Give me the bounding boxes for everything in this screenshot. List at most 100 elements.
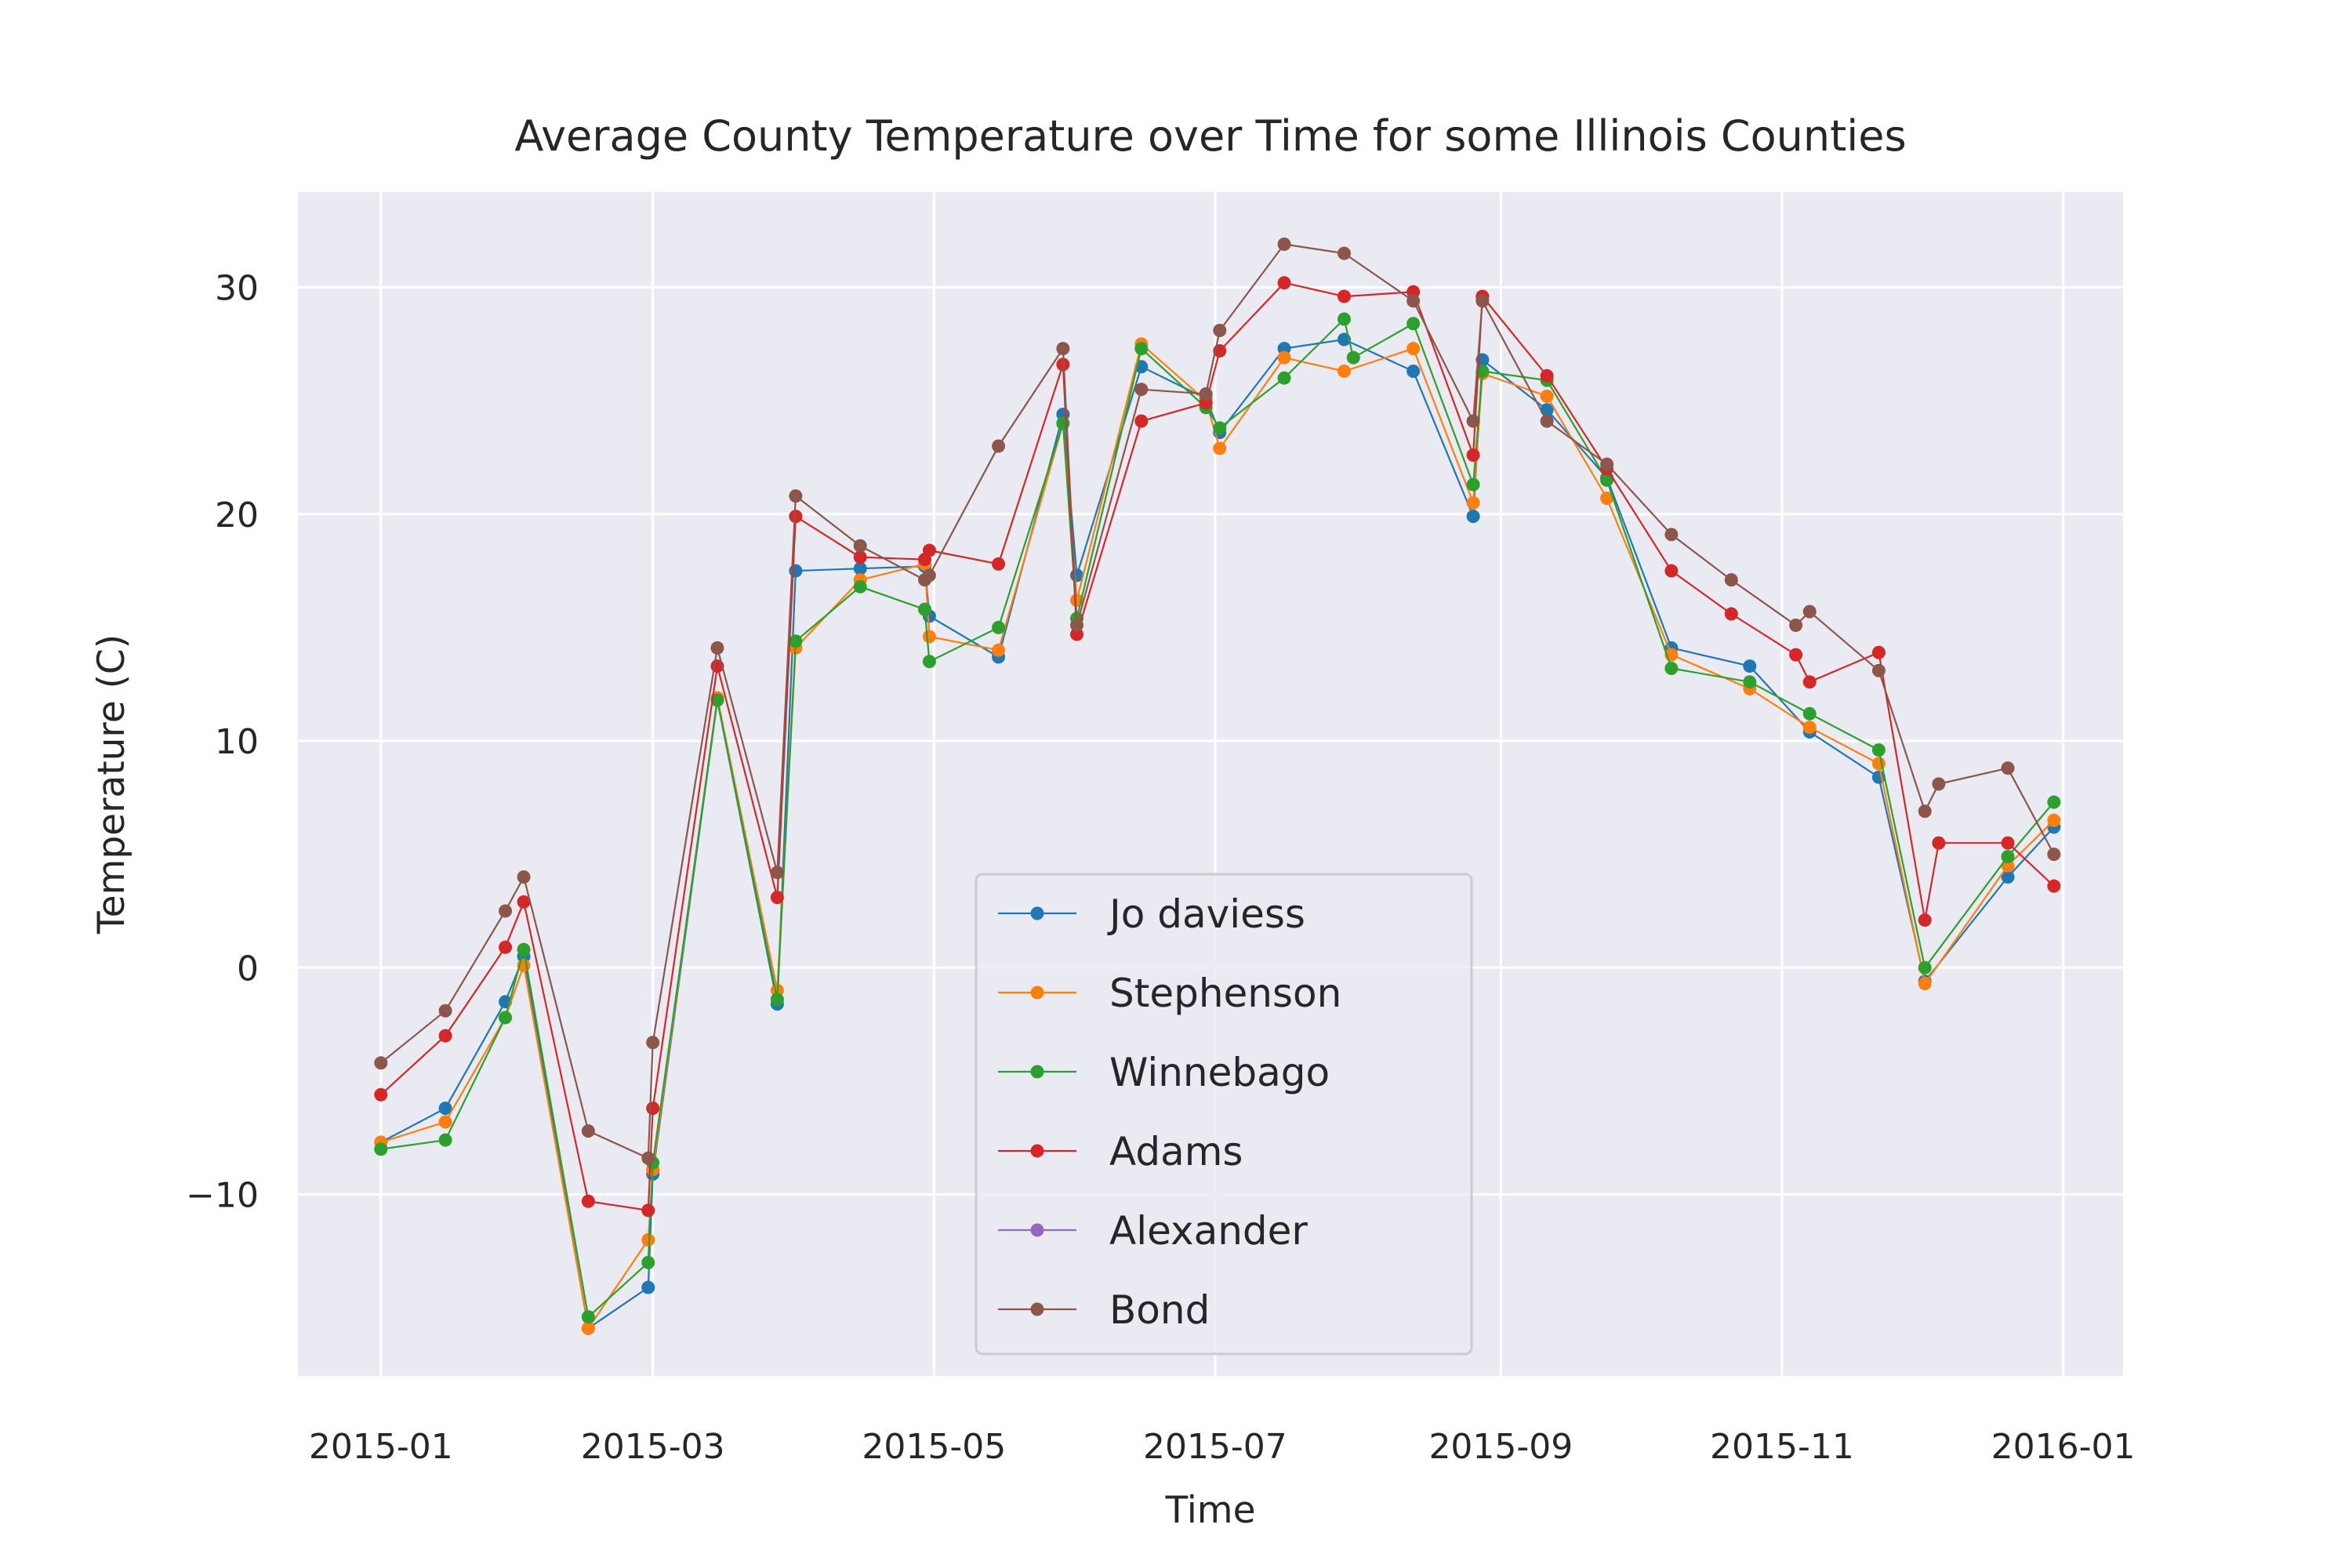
data-point bbox=[641, 1203, 655, 1218]
legend-marker bbox=[1030, 906, 1044, 920]
y-axis: −10 0 10 20 30 bbox=[186, 268, 259, 1215]
data-point bbox=[517, 895, 531, 909]
legend-label: Winnebago bbox=[1109, 1050, 1330, 1095]
data-point bbox=[1056, 342, 1070, 356]
data-point bbox=[1600, 473, 1614, 487]
chart-title: Average County Temperature over Time for… bbox=[514, 111, 1906, 161]
legend-label: Adams bbox=[1109, 1129, 1243, 1174]
data-point bbox=[789, 489, 803, 503]
data-point bbox=[581, 1321, 595, 1335]
data-point bbox=[2001, 850, 2015, 864]
data-point bbox=[1466, 510, 1480, 524]
data-point bbox=[1277, 371, 1291, 385]
legend-box bbox=[975, 873, 1473, 1356]
data-point bbox=[499, 940, 513, 954]
data-point bbox=[1406, 294, 1421, 308]
data-point bbox=[2047, 848, 2061, 862]
data-point bbox=[1871, 743, 1886, 757]
legend-item: Alexander bbox=[998, 1208, 1308, 1254]
data-point bbox=[499, 1011, 513, 1025]
data-point bbox=[1918, 913, 1932, 927]
grid bbox=[298, 192, 2123, 1376]
data-point bbox=[1743, 659, 1757, 673]
data-point bbox=[1466, 448, 1480, 463]
data-point bbox=[1724, 607, 1738, 621]
data-point bbox=[581, 1124, 595, 1138]
data-point bbox=[922, 655, 936, 669]
data-point bbox=[1337, 289, 1351, 303]
legend-item: Jo daviess bbox=[998, 891, 1305, 937]
x-axis: 2015-01 2015-03 2015-05 2015-07 2015-09 2015-… bbox=[309, 1427, 2136, 1467]
data-point bbox=[1789, 648, 1803, 662]
legend-marker bbox=[1030, 1144, 1044, 1158]
data-point bbox=[1277, 276, 1291, 290]
y-tick-label: 0 bbox=[237, 949, 259, 989]
data-point bbox=[1466, 495, 1480, 510]
data-point bbox=[1337, 312, 1351, 326]
data-point bbox=[1664, 661, 1679, 675]
data-point bbox=[710, 693, 724, 707]
series-bond bbox=[374, 238, 2061, 1165]
data-point bbox=[2001, 870, 2015, 884]
x-tick-label: 2015-05 bbox=[862, 1427, 1006, 1467]
data-point bbox=[1346, 350, 1360, 365]
data-point bbox=[1932, 777, 1946, 791]
data-point bbox=[1134, 414, 1149, 428]
x-tick-label: 2015-03 bbox=[581, 1427, 725, 1467]
y-axis-label: Temperature (C) bbox=[90, 634, 133, 935]
data-point bbox=[2047, 879, 2061, 893]
data-point bbox=[1932, 836, 1946, 850]
x-tick-label: 2015-07 bbox=[1143, 1427, 1287, 1467]
legend-marker bbox=[1030, 985, 1044, 1000]
data-point bbox=[374, 1142, 388, 1156]
data-point bbox=[1070, 619, 1084, 633]
data-point bbox=[438, 1029, 452, 1043]
legend-item: Winnebago bbox=[998, 1050, 1330, 1095]
data-point bbox=[1466, 477, 1480, 492]
data-point bbox=[2001, 836, 2015, 850]
data-point bbox=[1802, 706, 1817, 720]
data-point bbox=[1871, 663, 1886, 677]
data-point bbox=[581, 1310, 595, 1324]
data-point bbox=[499, 904, 513, 918]
data-point bbox=[992, 439, 1006, 453]
data-point bbox=[1871, 645, 1886, 659]
data-point bbox=[646, 1036, 660, 1050]
data-point bbox=[641, 1280, 655, 1294]
data-point bbox=[581, 1194, 595, 1208]
data-point bbox=[1337, 365, 1351, 379]
data-point bbox=[1277, 238, 1291, 252]
data-point bbox=[789, 510, 803, 524]
x-axis-label: Time bbox=[1164, 1489, 1255, 1532]
data-point bbox=[853, 550, 867, 564]
legend-label: Jo daviess bbox=[1107, 891, 1305, 937]
data-point bbox=[992, 620, 1006, 634]
data-point bbox=[1213, 441, 1227, 456]
data-point bbox=[1277, 350, 1291, 365]
x-tick-label: 2016-01 bbox=[1991, 1427, 2136, 1467]
legend-item: Stephenson bbox=[998, 971, 1341, 1016]
data-point bbox=[1724, 573, 1738, 587]
data-point bbox=[438, 1133, 452, 1147]
legend: Jo daviess Stephenson Winnebago Adams Alexan… bbox=[975, 873, 1473, 1356]
series-layer bbox=[374, 238, 2061, 1335]
data-point bbox=[1789, 619, 1803, 633]
data-point bbox=[1406, 342, 1421, 356]
data-point bbox=[641, 1255, 655, 1269]
y-tick-label: −10 bbox=[186, 1176, 259, 1216]
data-point bbox=[853, 561, 867, 575]
data-point bbox=[992, 557, 1006, 571]
data-point bbox=[374, 1056, 388, 1070]
data-point bbox=[2047, 795, 2061, 809]
data-point bbox=[1540, 389, 1554, 403]
data-point bbox=[646, 1102, 660, 1116]
data-point bbox=[374, 1087, 388, 1102]
data-point bbox=[517, 942, 531, 956]
data-point bbox=[789, 634, 803, 648]
data-point bbox=[1600, 457, 1614, 471]
data-point bbox=[853, 539, 867, 553]
data-point bbox=[922, 568, 936, 583]
data-point bbox=[770, 866, 784, 880]
data-point bbox=[1743, 675, 1757, 689]
